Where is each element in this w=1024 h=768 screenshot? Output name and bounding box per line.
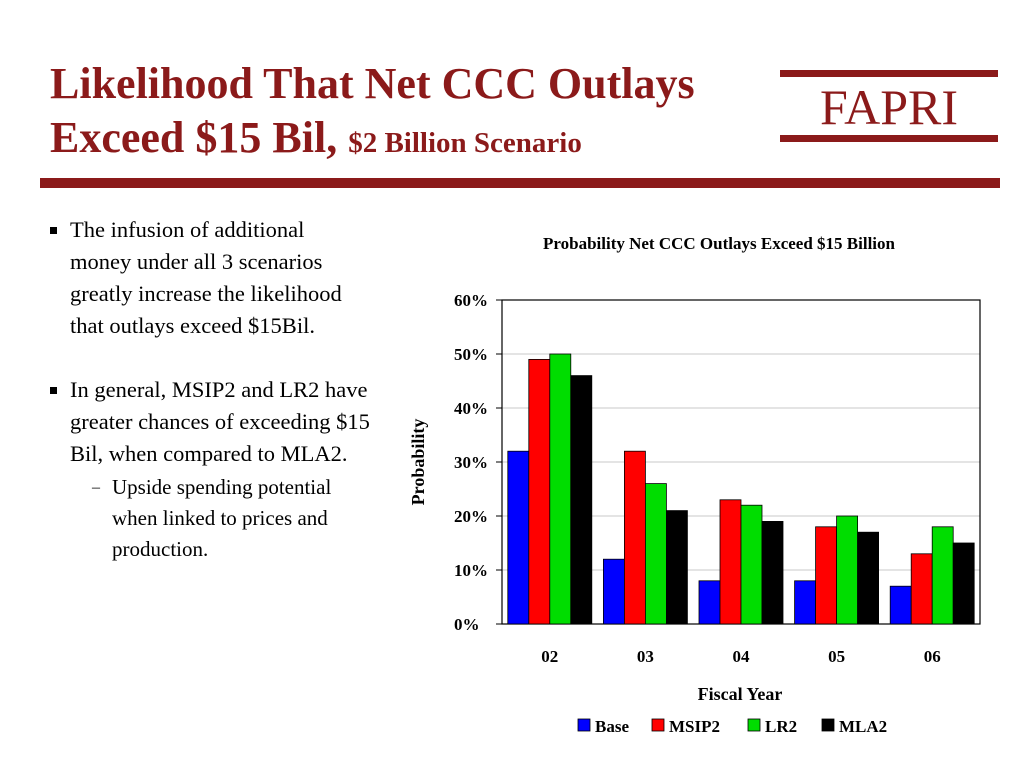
bullet-square-icon bbox=[50, 387, 57, 394]
y-tick-label: 10% bbox=[454, 561, 488, 580]
bullet-item: The infusion of additional money under a… bbox=[50, 214, 370, 342]
bullet-text: In general, MSIP2 and LR2 have greater c… bbox=[70, 377, 370, 466]
bar-msip2 bbox=[910, 553, 933, 625]
y-tick-label: 20% bbox=[454, 507, 488, 526]
x-tick-label: 03 bbox=[637, 647, 654, 666]
title-subtitle: $2 Billion Scenario bbox=[348, 127, 582, 159]
title-divider bbox=[40, 178, 1000, 188]
y-tick-label: 0% bbox=[454, 615, 480, 634]
title-line-1: Likelihood That Net CCC Outlays bbox=[50, 59, 695, 108]
bar-lr2 bbox=[836, 515, 859, 625]
bullet-item: In general, MSIP2 and LR2 have greater c… bbox=[50, 374, 370, 470]
legend-label: MLA2 bbox=[839, 717, 887, 736]
bar-msip2 bbox=[623, 450, 646, 625]
bar-mla2 bbox=[761, 520, 784, 625]
chart-title: Probability Net CCC Outlays Exceed $15 B… bbox=[543, 234, 896, 253]
bullet-text: The infusion of additional money under a… bbox=[70, 217, 342, 338]
x-tick-label: 05 bbox=[828, 647, 845, 666]
bar-lr2 bbox=[931, 526, 954, 625]
bar-mla2 bbox=[952, 542, 975, 625]
x-tick-label: 02 bbox=[541, 647, 558, 666]
bar-base bbox=[794, 580, 817, 625]
bar-lr2 bbox=[549, 353, 572, 625]
bar-base bbox=[507, 450, 530, 625]
legend-swatch-msip2 bbox=[651, 718, 665, 732]
legend-label: LR2 bbox=[765, 717, 797, 736]
legend-swatch-mla2 bbox=[821, 718, 835, 732]
bar-base bbox=[698, 580, 721, 625]
bar-mla2 bbox=[857, 531, 880, 625]
fapri-logo: FAPRI bbox=[780, 70, 998, 144]
y-tick-label: 50% bbox=[454, 345, 488, 364]
bar-msip2 bbox=[815, 526, 838, 625]
bar-mla2 bbox=[665, 510, 688, 625]
bar-lr2 bbox=[740, 504, 763, 625]
logo-bar-top bbox=[780, 70, 998, 77]
legend-label: Base bbox=[595, 717, 629, 736]
y-tick-label: 30% bbox=[454, 453, 488, 472]
logo-bar-bottom bbox=[780, 135, 998, 142]
bar-base bbox=[889, 585, 912, 625]
bullet-list: The infusion of additional money under a… bbox=[50, 214, 370, 565]
bar-msip2 bbox=[528, 358, 551, 625]
x-axis-label: Fiscal Year bbox=[698, 684, 783, 704]
y-tick-label: 40% bbox=[454, 399, 488, 418]
probability-chart: Probability Net CCC Outlays Exceed $15 B… bbox=[380, 220, 1020, 750]
slide-title: Likelihood That Net CCC Outlays Exceed $… bbox=[50, 62, 695, 160]
bar-base bbox=[602, 558, 625, 625]
y-tick-label: 60% bbox=[454, 291, 488, 310]
legend-swatch-base bbox=[577, 718, 591, 732]
bar-mla2 bbox=[570, 375, 593, 625]
sub-bullet-text: Upside spending potential when linked to… bbox=[112, 475, 332, 561]
bullet-square-icon bbox=[50, 227, 57, 234]
y-axis-label: Probability bbox=[408, 419, 428, 506]
legend-label: MSIP2 bbox=[669, 717, 720, 736]
legend-swatch-lr2 bbox=[747, 718, 761, 732]
bar-lr2 bbox=[644, 483, 667, 625]
title-line-2-main: Exceed $15 Bil, bbox=[50, 113, 338, 162]
bar-msip2 bbox=[719, 499, 742, 625]
logo-text: FAPRI bbox=[819, 79, 958, 135]
chart-svg: Probability Net CCC Outlays Exceed $15 B… bbox=[408, 234, 981, 736]
sub-bullet-item: – Upside spending potential when linked … bbox=[50, 472, 370, 565]
title-line-2: Exceed $15 Bil, $2 Billion Scenario bbox=[50, 116, 695, 160]
x-tick-label: 04 bbox=[733, 647, 751, 666]
x-tick-label: 06 bbox=[924, 647, 941, 666]
dash-icon: – bbox=[92, 479, 100, 496]
